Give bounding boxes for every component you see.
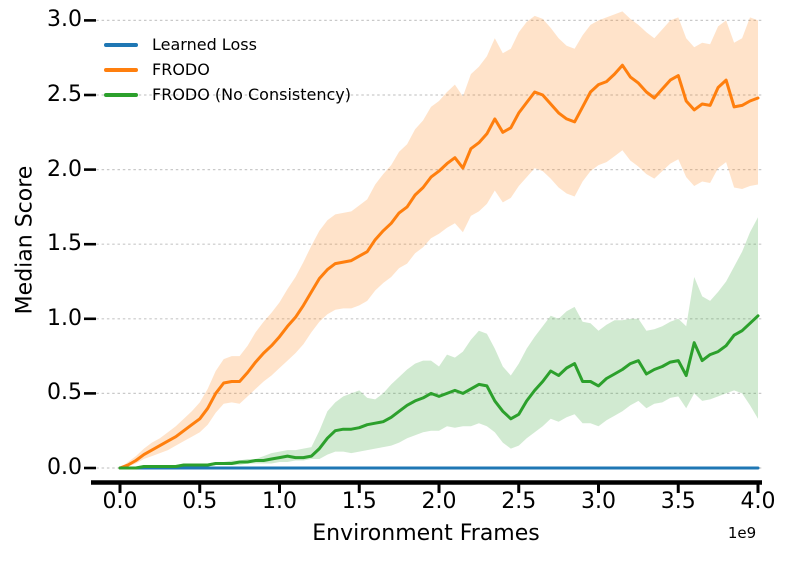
confidence-band bbox=[120, 11, 758, 469]
y-tick-label: 0.0 bbox=[47, 455, 82, 480]
frodo-swatch-icon bbox=[104, 67, 138, 72]
x-tick-label: 2.5 bbox=[501, 489, 537, 514]
legend: Learned Loss FRODO FRODO (No Consistency… bbox=[104, 32, 351, 107]
y-tick-label: 1.5 bbox=[47, 231, 82, 257]
confidence-band bbox=[120, 217, 758, 468]
x-axis-multiplier: 1e9 bbox=[727, 524, 757, 542]
x-tick-label: 0.0 bbox=[102, 489, 138, 514]
x-tick-label: 3.5 bbox=[660, 489, 696, 514]
y-tick-label: 2.5 bbox=[47, 82, 82, 107]
series-line bbox=[118, 314, 760, 470]
y-tick-label: 1.0 bbox=[47, 305, 82, 331]
legend-label: FRODO bbox=[152, 59, 210, 79]
y-tick-label: 2.0 bbox=[47, 156, 82, 182]
x-tick-label: 1.0 bbox=[262, 489, 297, 514]
legend-label: Learned Loss bbox=[152, 34, 257, 54]
y-tick-label: 0.5 bbox=[47, 380, 82, 406]
x-tick-label: 1.5 bbox=[341, 489, 377, 514]
legend-item-frodo-no-consistency: FRODO (No Consistency) bbox=[104, 82, 351, 107]
legend-item-learned-loss: Learned Loss bbox=[104, 32, 351, 57]
legend-label: FRODO (No Consistency) bbox=[152, 84, 351, 104]
series-line bbox=[118, 63, 760, 470]
x-tick-label: 0.5 bbox=[182, 489, 218, 514]
x-tick-label: 2.0 bbox=[421, 489, 457, 514]
x-axis-label: Environment Frames bbox=[312, 521, 540, 546]
x-tick-label: 4.0 bbox=[740, 489, 776, 514]
legend-item-frodo: FRODO bbox=[104, 57, 351, 82]
y-tick-label: 3.0 bbox=[47, 7, 82, 33]
frodo-no-consistency-swatch-icon bbox=[104, 92, 138, 97]
learned-loss-swatch-icon bbox=[104, 42, 138, 47]
x-tick-label: 3.0 bbox=[581, 489, 616, 514]
